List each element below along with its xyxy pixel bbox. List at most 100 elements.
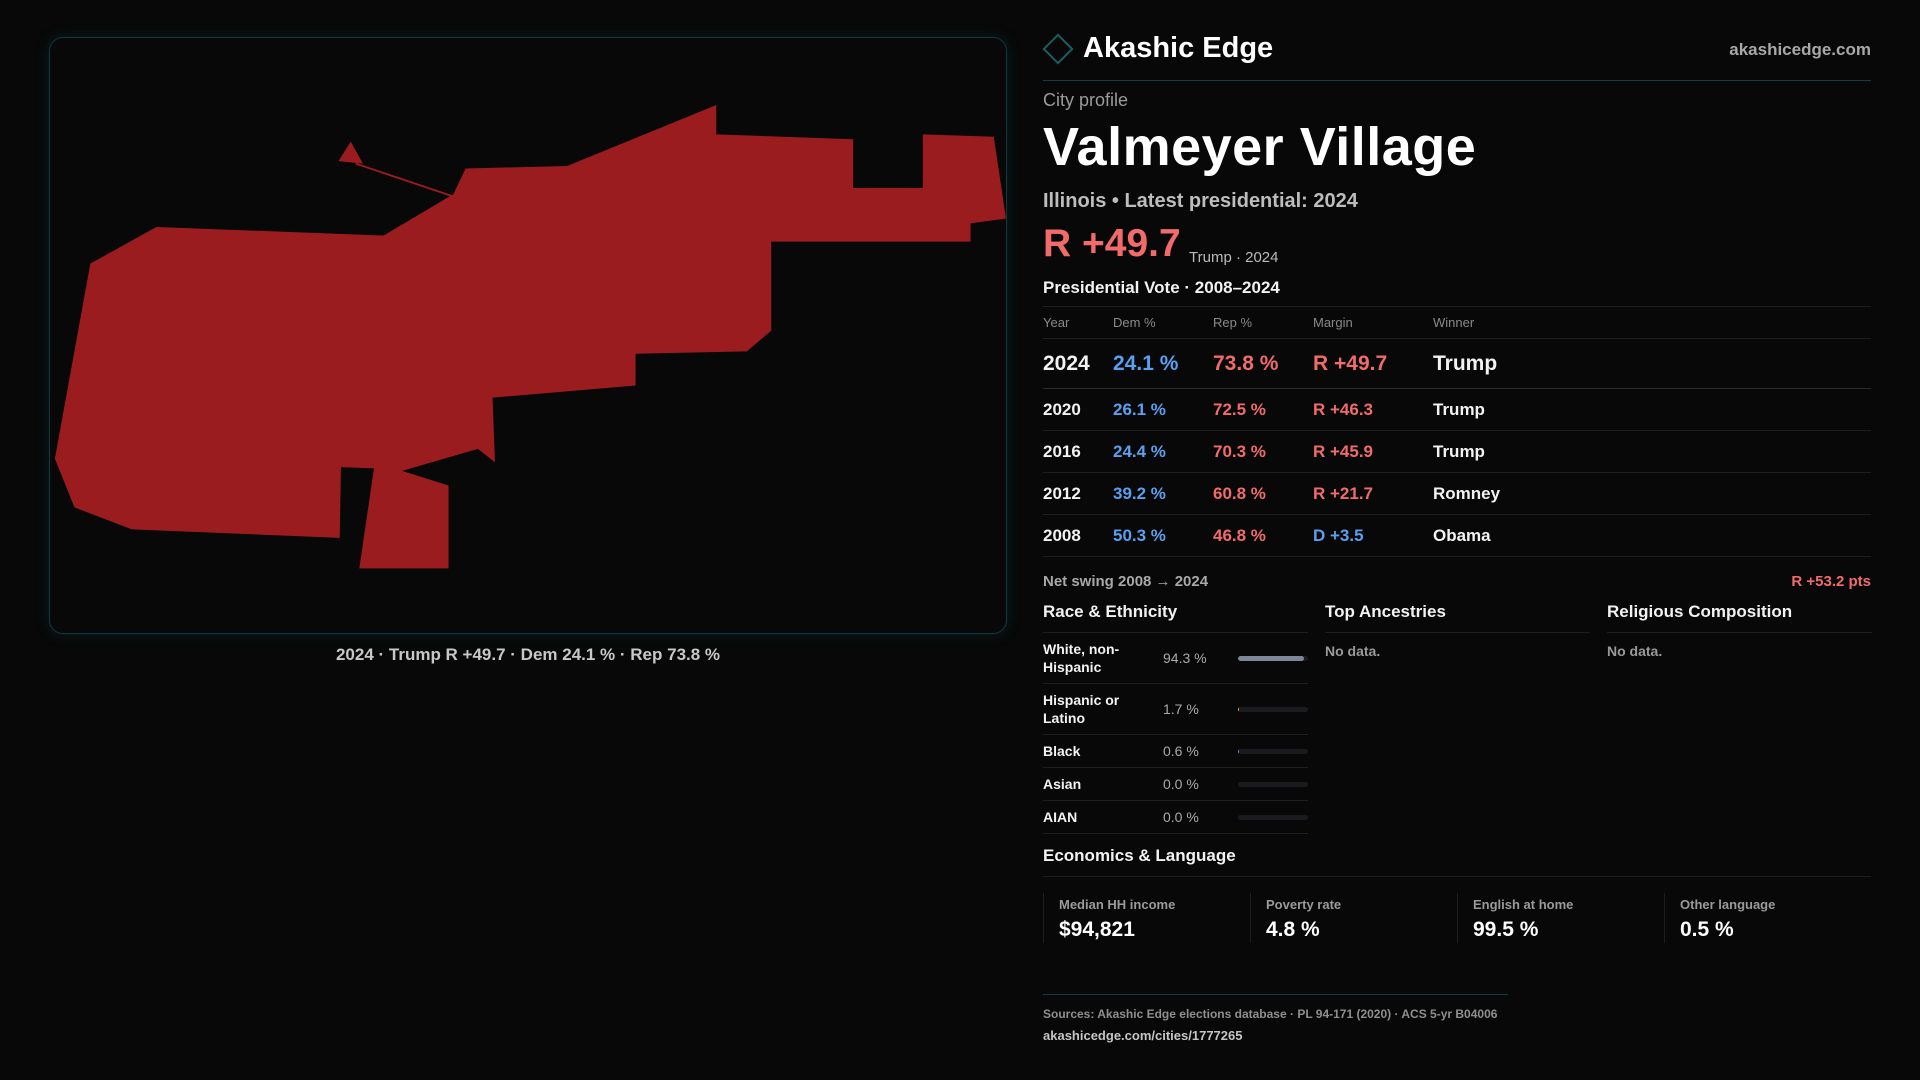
cell-margin: R +49.7 <box>1313 338 1433 389</box>
race-bar <box>1238 781 1308 787</box>
col-year: Year <box>1043 306 1113 339</box>
race-row: White, non-Hispanic 94.3 % <box>1043 633 1308 684</box>
headline-margin-sub: Trump · 2024 <box>1189 249 1279 266</box>
presidential-vote-table: Year Dem % Rep % Margin Winner 2024 24.1 … <box>1043 306 1871 557</box>
cell-year: 2020 <box>1043 388 1113 431</box>
race-value: 0.6 % <box>1163 743 1199 759</box>
race-row: Asian 0.0 % <box>1043 768 1308 801</box>
ancestries-title: Top Ancestries <box>1325 602 1590 633</box>
footer: Sources: Akashic Edge elections database… <box>1043 994 1508 1043</box>
diamond-outline-icon <box>1042 32 1074 65</box>
race-name: AIAN <box>1043 809 1078 825</box>
cell-rep: 70.3 % <box>1213 430 1313 473</box>
stat-card: English at home 99.5 % <box>1457 893 1664 943</box>
cell-year: 2012 <box>1043 472 1113 515</box>
cell-rep: 73.8 % <box>1213 338 1313 389</box>
page-title: Valmeyer Village <box>1043 117 1477 177</box>
cell-rep: 46.8 % <box>1213 514 1313 557</box>
table-row: 2016 24.4 % 70.3 % R +45.9 Trump <box>1043 430 1871 473</box>
net-swing-value: R +53.2 pts <box>1791 573 1871 590</box>
stat-label: English at home <box>1473 897 1574 912</box>
cell-winner: Trump <box>1433 430 1871 473</box>
race-row: Black 0.6 % <box>1043 735 1308 768</box>
stat-value: 0.5 % <box>1680 918 1734 941</box>
race-name: Hispanic or Latino <box>1043 692 1120 726</box>
cell-winner: Romney <box>1433 472 1871 515</box>
map-panel[interactable] <box>49 37 1007 634</box>
stat-card: Poverty rate 4.8 % <box>1250 893 1457 943</box>
site-link[interactable]: akashicedge.com <box>1729 40 1871 59</box>
race-value: 0.0 % <box>1163 776 1199 792</box>
city-boundary-shape <box>54 105 1006 569</box>
cell-dem: 24.1 % <box>1113 338 1213 389</box>
city-boundary-spike <box>338 141 363 164</box>
table-row: 2020 26.1 % 72.5 % R +46.3 Trump <box>1043 388 1871 431</box>
header-divider <box>1043 80 1871 81</box>
race-bar-fill <box>1238 655 1304 661</box>
table-row: 2024 24.1 % 73.8 % R +49.7 Trump <box>1043 338 1871 389</box>
col-dem: Dem % <box>1113 306 1213 339</box>
race-bar <box>1238 706 1308 712</box>
race-name: Black <box>1043 743 1081 759</box>
cell-dem: 26.1 % <box>1113 388 1213 431</box>
col-rep: Rep % <box>1213 306 1313 339</box>
map-caption: 2024 · Trump R +49.7 · Dem 24.1 % · Rep … <box>335 645 721 664</box>
stat-value: 99.5 % <box>1473 918 1539 941</box>
race-row: AIAN 0.0 % <box>1043 801 1308 834</box>
cell-dem: 39.2 % <box>1113 472 1213 515</box>
stat-label: Other language <box>1680 897 1776 912</box>
cell-margin: R +45.9 <box>1313 430 1433 473</box>
stat-value: 4.8 % <box>1266 918 1320 941</box>
race-bar-fill <box>1238 748 1240 754</box>
race-bar <box>1238 748 1308 754</box>
race-title: Race & Ethnicity <box>1043 602 1308 633</box>
race-value: 94.3 % <box>1163 650 1207 666</box>
cell-year: 2016 <box>1043 430 1113 473</box>
net-swing: Net swing 2008 → 2024 R +53.2 pts <box>1043 573 1871 590</box>
votes-title: Presidential Vote · 2008–2024 <box>1043 278 1280 297</box>
cell-winner: Obama <box>1433 514 1871 557</box>
race-bar-fill <box>1238 706 1240 712</box>
permalink[interactable]: akashicedge.com/cities/1777265 <box>1043 1028 1243 1043</box>
cell-dem: 50.3 % <box>1113 514 1213 557</box>
cell-rep: 60.8 % <box>1213 472 1313 515</box>
stat-label: Median HH income <box>1059 897 1176 912</box>
headline-margin: R +49.7 <box>1043 222 1181 265</box>
cell-rep: 72.5 % <box>1213 388 1313 431</box>
race-name: White, non-Hispanic <box>1043 641 1120 675</box>
economics-title: Economics & Language <box>1043 846 1871 877</box>
cell-winner: Trump <box>1433 338 1871 389</box>
cell-winner: Trump <box>1433 388 1871 431</box>
religion-section: Religious Composition No data. <box>1607 602 1872 659</box>
city-boundary-strip <box>355 162 454 198</box>
net-swing-label: Net swing 2008 → 2024 <box>1043 573 1209 590</box>
race-value: 1.7 % <box>1163 701 1199 717</box>
page-kicker: City profile <box>1043 90 1129 110</box>
race-bar <box>1238 655 1308 661</box>
religion-empty: No data. <box>1607 643 1663 659</box>
race-name: Asian <box>1043 776 1082 792</box>
sources-text: Sources: Akashic Edge elections database… <box>1043 1007 1498 1021</box>
cell-dem: 24.4 % <box>1113 430 1213 473</box>
religion-title: Religious Composition <box>1607 602 1872 633</box>
race-bar <box>1238 814 1308 820</box>
stat-card: Median HH income $94,821 <box>1043 893 1250 943</box>
col-margin: Margin <box>1313 306 1433 339</box>
ancestries-section: Top Ancestries No data. <box>1325 602 1590 659</box>
stat-value: $94,821 <box>1059 918 1135 941</box>
cell-year: 2024 <box>1043 338 1113 389</box>
brand-name: Akashic Edge <box>1083 32 1274 64</box>
cell-margin: R +21.7 <box>1313 472 1433 515</box>
page-subtitle: Illinois • Latest presidential: 2024 <box>1043 190 1358 212</box>
ancestries-empty: No data. <box>1325 643 1381 659</box>
cell-margin: D +3.5 <box>1313 514 1433 557</box>
economics-section: Economics & Language Median HH income $94… <box>1043 846 1871 943</box>
col-winner: Winner <box>1433 306 1871 339</box>
city-boundary-map[interactable] <box>50 38 1006 633</box>
brand[interactable]: Akashic Edge <box>1042 32 1274 65</box>
table-row: 2008 50.3 % 46.8 % D +3.5 Obama <box>1043 514 1871 557</box>
cell-year: 2008 <box>1043 514 1113 557</box>
table-row: 2012 39.2 % 60.8 % R +21.7 Romney <box>1043 472 1871 515</box>
stat-label: Poverty rate <box>1266 897 1342 912</box>
cell-margin: R +46.3 <box>1313 388 1433 431</box>
